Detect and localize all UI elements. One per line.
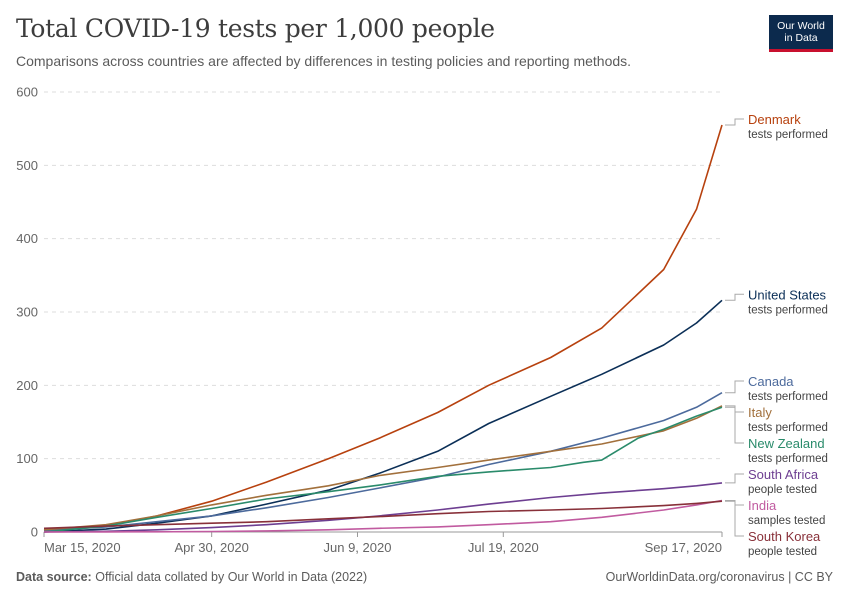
x-tick-label: Mar 15, 2020 — [44, 540, 121, 555]
series-line-new-zealand — [43, 406, 723, 533]
series-label-south-korea: South Korea — [748, 529, 821, 544]
logo-line-2: in Data — [784, 32, 818, 44]
y-tick-label: 100 — [16, 451, 38, 466]
series-line-south-korea — [43, 500, 723, 530]
series-sublabel-south-korea: people tested — [748, 546, 817, 558]
series-sublabel-denmark: tests performed — [748, 129, 828, 141]
series-label-italy: Italy — [748, 405, 772, 420]
y-tick-label: 600 — [16, 85, 38, 100]
series-sublabel-canada: tests performed — [748, 391, 828, 403]
leader-line-new-zealand — [725, 406, 744, 444]
series-line-united-states — [43, 299, 723, 533]
series-sublabel-new-zealand: tests performed — [748, 453, 828, 465]
series-line-south-africa — [43, 482, 723, 533]
leader-line-denmark — [725, 118, 744, 126]
series-sublabel-united-states: tests performed — [748, 304, 828, 316]
series-label-south-africa: South Africa — [748, 467, 819, 482]
series-line-india — [43, 499, 723, 533]
line-chart: 0 100 200 300 400 500 600 Mar 15, 2020 Apr 30, 2… — [16, 85, 828, 559]
y-tick-label: 500 — [16, 158, 38, 173]
x-tick-label: Jun 9, 2020 — [324, 540, 392, 555]
x-tick-label: Sep 17, 2020 — [645, 540, 722, 555]
series-line-italy — [43, 405, 723, 531]
leader-line-united-states — [725, 293, 744, 301]
data-source-text: Official data collated by Our World in D… — [95, 570, 368, 584]
y-tick-label: 0 — [31, 525, 38, 540]
series-sublabel-india: samples tested — [748, 515, 825, 527]
chart-title: Total COVID-19 tests per 1,000 people — [16, 14, 495, 43]
series-sublabel-italy: tests performed — [748, 422, 828, 434]
credit-link[interactable]: OurWorldinData.org/coronavirus | CC BY — [605, 570, 833, 584]
leader-line-south-africa — [725, 473, 744, 484]
y-tick-label: 300 — [16, 305, 38, 320]
x-tick-label: Jul 19, 2020 — [468, 540, 539, 555]
series-label-denmark: Denmark — [748, 112, 801, 127]
logo-line-1: Our World — [777, 20, 825, 32]
x-tick-label: Apr 30, 2020 — [174, 540, 248, 555]
data-source: Data source: Official data collated by O… — [16, 570, 367, 584]
series-label-canada: Canada — [748, 374, 794, 389]
series-line-canada — [43, 392, 723, 532]
series-label-new-zealand: New Zealand — [748, 436, 825, 451]
data-source-label: Data source: — [16, 570, 92, 584]
series-label-united-states: United States — [748, 287, 827, 302]
chart-subtitle: Comparisons across countries are affecte… — [16, 53, 632, 69]
leader-line-canada — [725, 380, 744, 394]
series-label-india: India — [748, 498, 777, 513]
owid-logo[interactable]: Our World in Data — [769, 15, 833, 52]
y-tick-label: 200 — [16, 378, 38, 393]
leader-line-south-korea — [725, 500, 744, 537]
y-tick-label: 400 — [16, 231, 38, 246]
series-sublabel-south-africa: people tested — [748, 484, 817, 496]
series-line-denmark — [43, 124, 723, 532]
